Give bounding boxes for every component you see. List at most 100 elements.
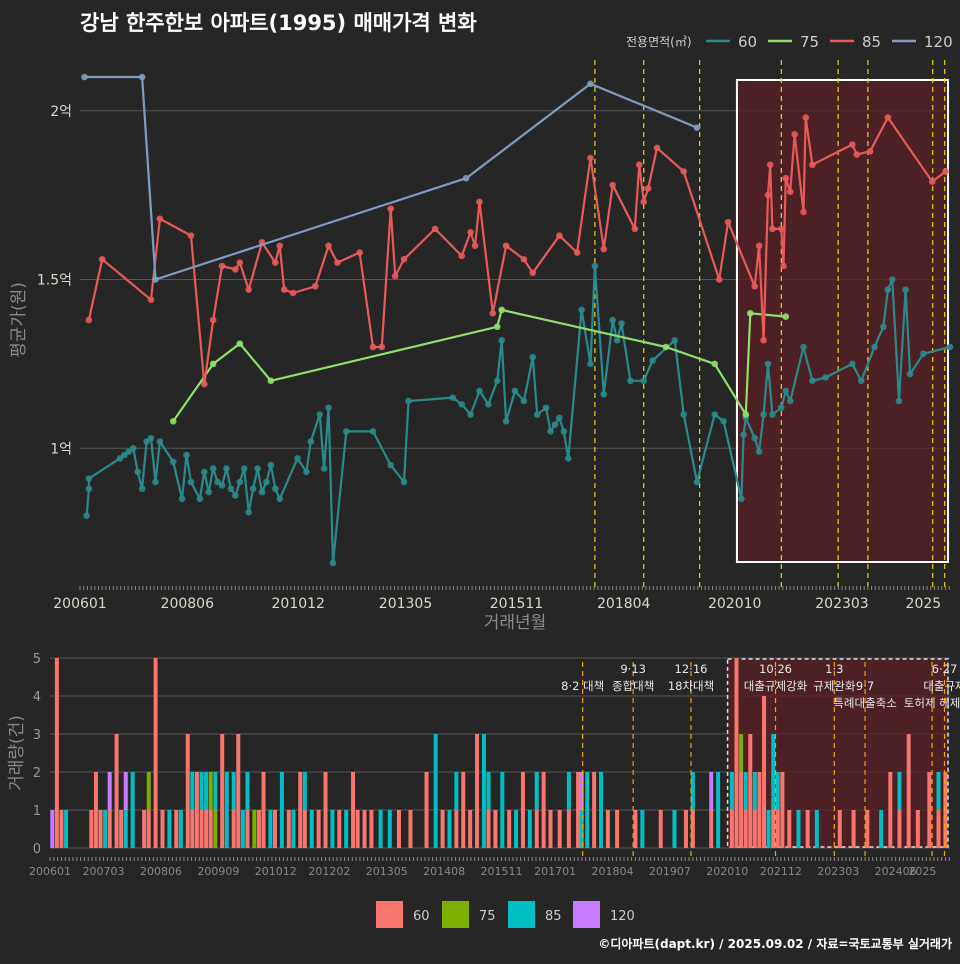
volume-bar-75 [252,810,257,848]
volume-bar-85 [268,810,273,848]
price-point-85 [187,232,195,239]
price-point-60 [263,478,270,486]
price-point-60 [809,377,816,385]
volume-bar-85 [279,772,284,848]
volume-x-tick-label: 201511 [481,865,523,878]
price-point-75 [746,309,754,317]
volume-bar-75 [739,734,744,772]
volume-bar-85 [690,772,695,810]
price-point-60 [258,488,266,496]
footer-credit: ©디아파트(dapt.kr) / 2025.09.02 / 자료=국토교통부 실… [598,936,952,951]
price-point-60 [895,397,903,405]
price-chart: 1억 1.5억 2억 200601 200806 201012 201305 201511 20… [9,33,954,633]
volume-x-tick-label: 201804 [592,865,634,878]
volume-bar-60 [286,810,291,848]
volume-bar-60 [369,810,374,848]
price-x-tick-label: 201305 [379,596,432,612]
volume-x-tick-label: 202112 [760,865,802,878]
price-point-85 [218,262,226,270]
volume-bar-85 [527,810,532,848]
volume-bar-85 [729,772,734,810]
volume-bar-60 [190,810,195,848]
price-point-85 [489,309,497,317]
price-x-axis-label: 거래년월 [484,613,547,633]
volume-bar-60 [351,772,356,848]
volume-bar-60 [658,810,663,848]
volume-bar-85 [291,810,296,848]
volume-policy-annotation: 18차대책 [668,679,714,693]
volume-bar-85 [330,810,335,848]
price-point-60 [769,411,776,418]
volume-bar-85 [130,772,135,848]
price-point-85 [800,208,807,216]
volume-bar-60 [54,658,59,848]
volume-bar-60 [787,810,792,848]
price-point-85 [755,242,763,250]
volume-bar-60 [576,772,581,848]
volume-bar-60 [927,772,932,848]
volume-bar-85 [486,772,491,810]
volume-bar-85 [245,772,250,810]
price-point-120 [693,124,701,131]
volume-bar-60 [690,810,695,848]
price-point-75 [498,306,505,314]
price-point-60 [329,559,337,567]
price-point-85 [928,178,936,185]
volume-bar-60 [748,734,753,848]
price-point-60 [849,360,856,368]
volume-bar-60 [316,810,321,848]
price-point-85 [289,289,297,297]
price-point-60 [249,485,257,493]
volume-bar-85 [814,810,819,848]
volume-bar-60 [93,772,98,848]
price-point-60 [720,417,727,425]
price-point-85 [325,242,332,250]
price-point-60 [387,461,395,469]
volume-policy-annotation: 10·26 [759,662,792,676]
volume-x-tick-label: 200806 [140,865,182,878]
price-point-60 [649,357,656,364]
volume-bar-85 [103,810,108,848]
price-point-85 [587,154,594,162]
price-point-85 [680,168,687,175]
price-point-85 [209,316,217,324]
volume-bar-60 [520,772,525,848]
volume-x-tick-label: 201305 [366,865,408,878]
price-point-120 [138,73,146,81]
price-point-85 [769,225,776,233]
price-point-85 [780,262,787,270]
price-point-60 [187,478,195,486]
volume-bar-60 [775,810,780,848]
price-point-60 [458,401,466,408]
volume-bar-60 [605,810,610,848]
volume-bar-60 [362,810,367,848]
price-point-85 [802,114,810,121]
volume-bar-85 [796,810,801,848]
volume-bar-60 [780,772,785,848]
volume-legend-swatch-75 [442,901,469,928]
price-point-60 [227,485,235,493]
price-point-85 [884,114,892,121]
price-point-60 [560,428,568,435]
price-point-60 [294,455,301,462]
volume-bar-85 [190,772,195,810]
volume-x-tick-label: 202406 [875,865,917,878]
price-point-85 [467,228,474,236]
price-point-60 [738,495,745,503]
price-legend-label-85: 85 [862,33,881,51]
volume-bar-60 [888,772,893,848]
price-point-120 [81,73,88,81]
price-point-85 [387,205,395,212]
volume-x-tick-label: 202303 [817,865,859,878]
price-point-60 [129,444,137,452]
volume-bar-60 [298,772,303,848]
volume-bar-85 [302,772,307,810]
price-point-60 [240,465,248,472]
volume-bar-60 [194,772,199,848]
volume-bar-60 [615,810,620,848]
price-point-75 [493,323,501,331]
price-point-85 [600,245,608,253]
price-point-85 [849,141,856,148]
price-y-axis-label: 평균가(원) [9,282,29,358]
price-point-60 [551,421,559,428]
